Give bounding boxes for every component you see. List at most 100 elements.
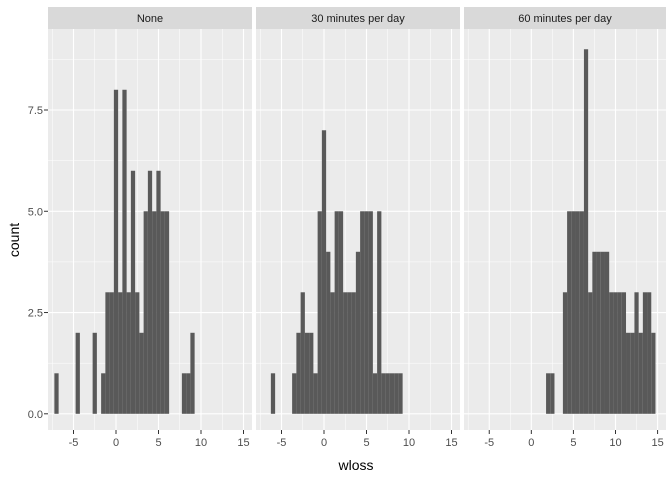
- histogram-bar: [398, 373, 403, 414]
- histogram-bar: [152, 211, 157, 414]
- y-tick-label: 7.5: [28, 105, 43, 117]
- histogram-bar: [338, 211, 344, 414]
- histogram-bar: [330, 292, 335, 414]
- histogram-bar: [351, 292, 356, 414]
- histogram-bar: [600, 251, 605, 414]
- facet-strip-label: 60 minutes per day: [518, 13, 612, 25]
- histogram-bar: [126, 292, 131, 414]
- histogram-bar: [368, 211, 373, 414]
- histogram-bar: [546, 373, 551, 414]
- y-tick-label: 2.5: [28, 308, 43, 320]
- histogram-bar: [321, 130, 327, 414]
- histogram-bar: [385, 373, 390, 414]
- histogram-bar: [550, 373, 555, 414]
- histogram-bar: [313, 373, 318, 414]
- histogram-bar: [156, 170, 161, 414]
- histogram-bar: [309, 332, 314, 414]
- histogram-bar: [296, 332, 301, 414]
- x-tick-label: 5: [155, 437, 161, 449]
- x-tick-label: 15: [237, 437, 249, 449]
- histogram-bar: [147, 170, 153, 414]
- histogram-bar: [300, 292, 305, 414]
- histogram-bar: [190, 332, 195, 414]
- x-tick-label: 10: [403, 437, 415, 449]
- histogram-bar: [596, 251, 601, 414]
- histogram-bar: [360, 211, 365, 414]
- y-tick-label: 5.0: [28, 206, 43, 218]
- histogram-bar: [592, 251, 597, 414]
- histogram-bar: [647, 292, 652, 414]
- histogram-bar: [122, 89, 127, 414]
- histogram-bar: [588, 292, 593, 414]
- x-tick-label: 0: [528, 437, 534, 449]
- histogram-bar: [139, 332, 144, 414]
- facet-strip: [48, 7, 252, 29]
- histogram-bar: [394, 373, 399, 414]
- facet-strip: [464, 7, 666, 29]
- facet-panel: None -5 0 5 10 15: [48, 7, 252, 449]
- histogram-bar: [270, 373, 276, 414]
- histogram-bar: [75, 332, 80, 414]
- histogram-bar: [130, 170, 136, 414]
- histogram-bar: [109, 292, 114, 414]
- x-tick-label: 15: [445, 437, 457, 449]
- histogram-bar: [135, 292, 140, 414]
- histogram-bar: [617, 292, 622, 414]
- y-tick-label: 0.0: [28, 409, 43, 421]
- histogram-bar: [621, 292, 627, 414]
- histogram-bar: [181, 373, 187, 414]
- histogram-bar: [143, 211, 148, 414]
- x-tick-label: 15: [651, 437, 663, 449]
- histogram-bar: [118, 292, 123, 414]
- histogram-bar: [160, 211, 165, 414]
- histogram-bar: [567, 211, 572, 414]
- histogram-bar: [579, 211, 584, 414]
- histogram-bar: [562, 292, 568, 414]
- y-axis-title: count: [6, 223, 22, 257]
- histogram-bar: [92, 332, 97, 414]
- facet-panel: 30 minutes per day -5 0 5 10 15: [256, 7, 460, 449]
- x-tick-label: 0: [321, 437, 327, 449]
- histogram-bar: [343, 292, 348, 414]
- x-tick-label: -5: [69, 437, 79, 449]
- histogram-bar: [381, 373, 386, 414]
- histogram-bar: [101, 373, 106, 414]
- histogram-bar: [304, 332, 310, 414]
- histogram-bar: [326, 251, 331, 414]
- histogram-bar: [630, 332, 635, 414]
- histogram-bar: [186, 373, 191, 414]
- histogram-bar: [113, 89, 119, 414]
- facet-strip: [256, 7, 460, 29]
- histogram-bar: [604, 251, 610, 414]
- histogram-bar: [575, 211, 580, 414]
- x-tick-label: 5: [570, 437, 576, 449]
- facet-strip-label: 30 minutes per day: [311, 13, 405, 25]
- histogram-bar: [164, 211, 170, 414]
- histogram-bar: [54, 373, 59, 414]
- histogram-bar: [347, 292, 352, 414]
- x-axis-title: wloss: [337, 457, 373, 473]
- histogram-bar: [583, 49, 589, 414]
- histogram-bar: [364, 211, 369, 414]
- histogram-bar: [377, 211, 382, 414]
- x-tick-label: 10: [609, 437, 621, 449]
- histogram-bar: [292, 373, 297, 414]
- histogram-bar: [355, 251, 361, 414]
- histogram-bar: [651, 332, 656, 414]
- histogram-bar: [571, 211, 576, 414]
- facet-panel: 60 minutes per day -5 0 5 10 15: [464, 7, 666, 449]
- x-tick-label: -5: [484, 437, 494, 449]
- histogram-bar: [372, 373, 378, 414]
- histogram-bar: [626, 332, 631, 414]
- histogram-bar: [613, 292, 618, 414]
- x-tick-label: 10: [195, 437, 207, 449]
- histogram-bar: [634, 292, 639, 414]
- histogram-bar: [334, 211, 339, 414]
- histogram-bar: [642, 292, 648, 414]
- histogram-bar: [609, 292, 614, 414]
- histogram-bar: [389, 373, 395, 414]
- x-tick-label: 0: [113, 437, 119, 449]
- histogram-bar: [317, 211, 322, 414]
